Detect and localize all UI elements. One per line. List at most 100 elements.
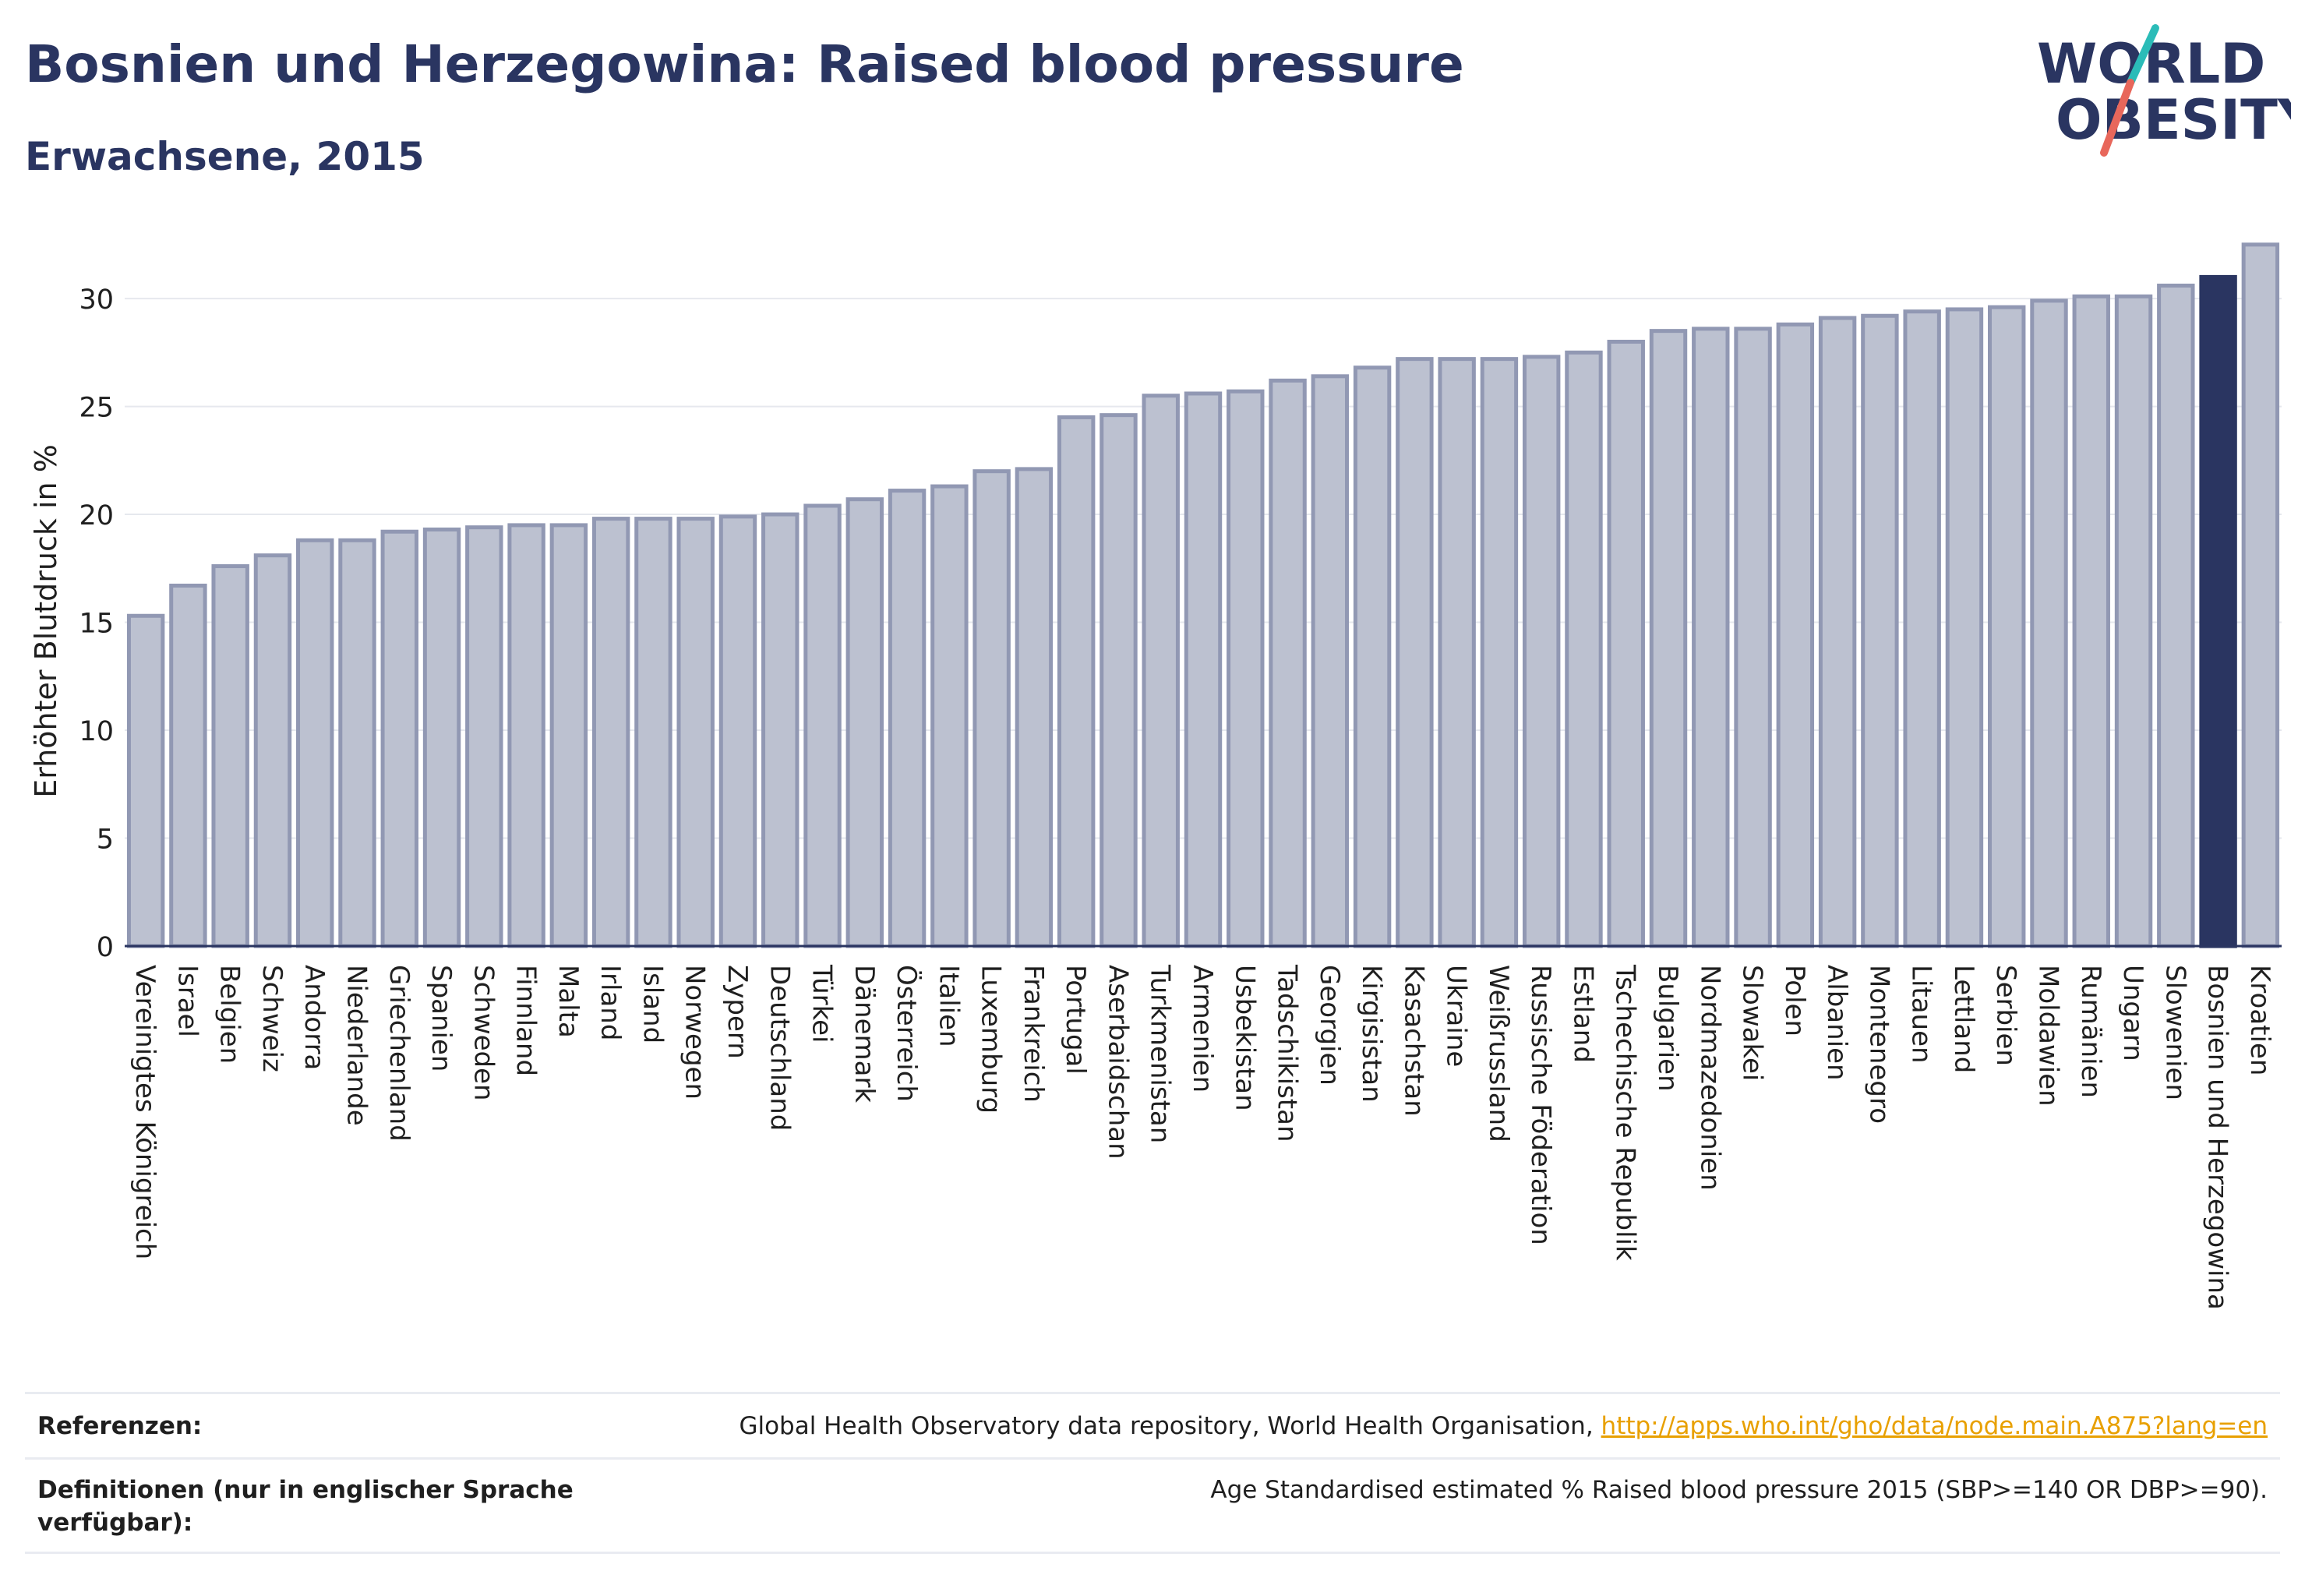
- bar: [676, 517, 715, 948]
- y-tick-label: 0: [97, 932, 114, 963]
- x-tick-label: Bosnien und Herzegowina: [2202, 965, 2233, 1310]
- bar: [803, 503, 842, 948]
- definitions-row: Definitionen (nur in englischer Sprache …: [25, 1457, 2280, 1554]
- bar: [2114, 294, 2153, 948]
- x-tick-label: Tadschikistan: [1272, 964, 1303, 1142]
- definitions-value: Age Standardised estimated % Raised bloo…: [1210, 1476, 2268, 1504]
- bar: [422, 527, 461, 948]
- references-value: Global Health Observatory data repositor…: [739, 1410, 2268, 1442]
- references-text: Global Health Observatory data repositor…: [739, 1412, 1594, 1440]
- x-tick-label: Schweden: [468, 965, 499, 1101]
- x-tick-label: Italien: [933, 965, 964, 1047]
- x-tick-label: Moldawien: [2032, 965, 2063, 1107]
- bar: [1649, 329, 1688, 948]
- bar: [1184, 391, 1223, 948]
- chart-title: Bosnien und Herzegowina: Raised blood pr…: [25, 34, 1464, 94]
- bar: [380, 529, 418, 948]
- y-axis-label: Erhöhter Blutdruck in %: [29, 444, 63, 798]
- bar: [253, 553, 292, 948]
- y-tick-label: 5: [97, 824, 114, 856]
- logo-slash-coral: [2100, 79, 2134, 157]
- x-tick-label: Ukraine: [1441, 965, 1472, 1067]
- x-tick-label: Nordmazedonien: [1694, 965, 1725, 1191]
- bar: [1015, 467, 1054, 948]
- x-tick-label: Georgien: [1314, 965, 1345, 1086]
- references-row: Referenzen: Global Health Observatory da…: [25, 1392, 2280, 1457]
- x-tick-label: Turkmenistan: [1145, 964, 1176, 1143]
- x-tick-label: Russische Föderation: [1525, 965, 1556, 1245]
- logo-slash-teal: [2127, 24, 2159, 87]
- x-tick-label: Bulgarien: [1652, 965, 1683, 1092]
- x-tick-label: Israel: [171, 965, 203, 1037]
- x-tick-label: Kroatien: [2244, 965, 2275, 1075]
- bar: [1988, 305, 2026, 948]
- bar: [1438, 357, 1476, 948]
- x-tick-label: Österreich: [891, 965, 923, 1102]
- bar: [1269, 378, 1307, 948]
- x-tick-label: Dänemark: [849, 965, 880, 1103]
- bar: [507, 523, 545, 948]
- bar: [549, 523, 588, 948]
- bar: [634, 517, 672, 948]
- bar: [1903, 309, 1941, 948]
- bar: [1142, 394, 1180, 948]
- chart-footer: Referenzen: Global Health Observatory da…: [25, 1392, 2280, 1554]
- bar: [1057, 415, 1096, 948]
- x-tick-label: Schweiz: [256, 965, 288, 1072]
- x-tick-label: Island: [637, 965, 668, 1043]
- references-link[interactable]: http://apps.who.int/gho/data/node.main.A…: [1601, 1412, 2268, 1440]
- bar: [1311, 374, 1350, 948]
- bar: [1565, 350, 1603, 948]
- bar: [888, 489, 927, 948]
- y-tick-label: 25: [79, 393, 114, 424]
- bar: [1776, 322, 1815, 948]
- bar: [2157, 283, 2195, 948]
- bar: [465, 525, 503, 948]
- y-axis-ticks: 0 5 10 15 20 25 30: [79, 284, 114, 963]
- x-tick-label: Aserbaidschan: [1102, 965, 1133, 1160]
- bar: [2030, 298, 2068, 948]
- x-tick-label: Kirgisistan: [1356, 965, 1387, 1103]
- x-tick-label: Niederlande: [341, 965, 372, 1126]
- bar: [1353, 365, 1392, 948]
- bar: [2072, 294, 2110, 948]
- bar: [211, 564, 249, 948]
- x-tick-label: Weißrussland: [1483, 965, 1514, 1142]
- x-tick-label: Norwegen: [679, 965, 711, 1100]
- bar: [1480, 357, 1519, 948]
- bar: [1734, 327, 1772, 948]
- bar: [718, 514, 757, 948]
- world-obesity-logo: WORLD OBESITY: [2037, 24, 2291, 157]
- bars: [126, 242, 2280, 948]
- x-tick-label: Albanien: [1821, 965, 1852, 1081]
- x-tick-label: Usbekistan: [1229, 965, 1260, 1111]
- bar: [1818, 316, 1857, 948]
- bar: [1607, 339, 1645, 948]
- x-axis-ticks: Vereinigtes Königreich Israel Belgien Schwe…: [129, 964, 2275, 1310]
- x-tick-label: Armenien: [1187, 965, 1218, 1093]
- x-tick-label: Luxemburg: [976, 965, 1007, 1114]
- x-tick-label: Litauen: [1906, 965, 1937, 1064]
- x-tick-label: Malta: [552, 965, 584, 1038]
- x-tick-label: Deutschland: [764, 965, 795, 1131]
- bar: [126, 613, 165, 948]
- x-tick-label: Vereinigtes Königreich: [129, 965, 161, 1259]
- x-tick-label: Ungarn: [2117, 965, 2148, 1061]
- bar: [1861, 313, 1899, 948]
- x-tick-label: Polen: [1779, 965, 1810, 1036]
- bar: [2199, 274, 2237, 948]
- x-tick-label: Griechenland: [383, 965, 415, 1142]
- x-tick-label: Slowenien: [2159, 965, 2190, 1100]
- bar: [930, 484, 969, 948]
- bar: [972, 469, 1011, 948]
- x-tick-label: Serbien: [1990, 965, 2021, 1066]
- bar: [761, 512, 800, 948]
- x-tick-label: Belgien: [214, 965, 245, 1064]
- definitions-label: Definitionen (nur in englischer Sprache …: [37, 1476, 574, 1537]
- x-tick-label: Finnland: [510, 965, 542, 1076]
- bar: [1692, 327, 1730, 948]
- bar: [845, 497, 884, 948]
- bar: [296, 538, 334, 948]
- x-tick-label: Andorra: [298, 965, 330, 1070]
- bar: [1396, 357, 1434, 948]
